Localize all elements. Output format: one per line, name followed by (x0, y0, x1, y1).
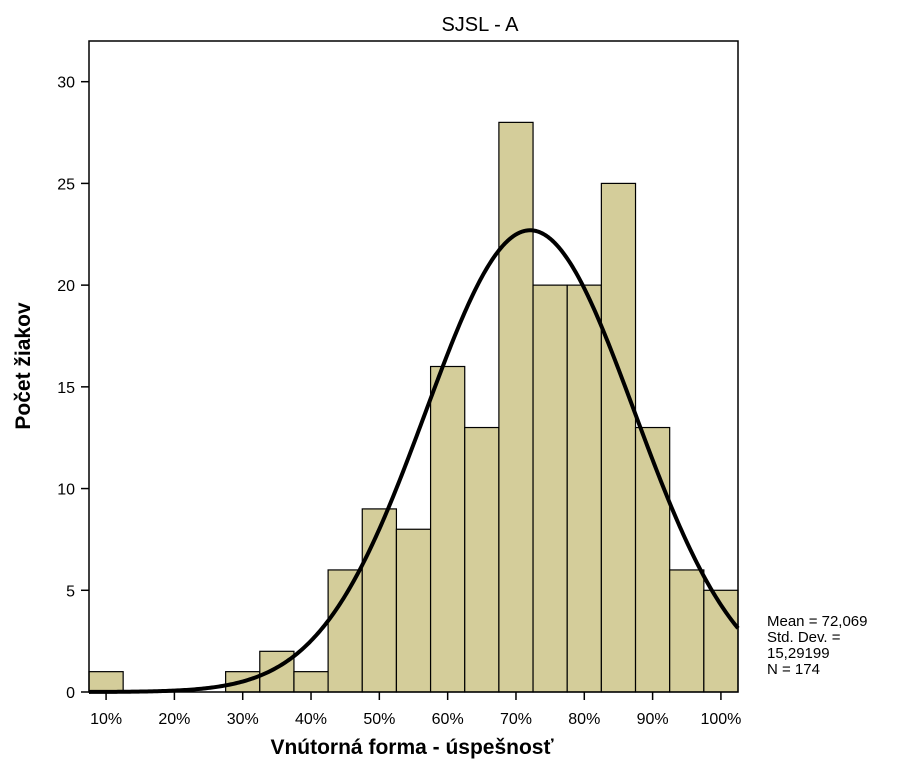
stats-sd-label: Std. Dev. = (767, 629, 841, 646)
histogram-bar (464, 426, 500, 693)
histogram-bar (395, 528, 432, 693)
statistics-legend: Mean = 72,069 Std. Dev. = 15,29199 N = 1… (767, 614, 868, 678)
stats-n: N = 174 (767, 661, 820, 678)
histogram-bars (88, 121, 739, 693)
stats-sd-value: 15,29199 (767, 645, 830, 662)
y-tick-label: 0 (66, 685, 75, 702)
normal-curve (88, 228, 740, 694)
chart-title: SJSL - A (441, 14, 519, 36)
stats-mean: Mean = 72,069 (767, 613, 868, 630)
x-tick-label: 70% (500, 711, 532, 728)
y-tick-label: 10 (57, 482, 75, 499)
histogram-bar (600, 182, 637, 693)
histogram-bar (532, 284, 568, 693)
x-tick-label: 90% (637, 711, 669, 728)
x-axis: 10% 20% 30% 40% 50% 60% 70% 80% 90% 100% (90, 692, 741, 728)
y-axis-label: Počet žiakov (12, 302, 35, 430)
normal-curve-layer (88, 228, 740, 694)
x-tick-label: 100% (700, 711, 741, 728)
histogram-bar (566, 284, 602, 693)
histogram-bar (361, 508, 398, 693)
x-tick-label: 10% (90, 711, 122, 728)
x-axis-label: Vnútorná forma - úspešnosť (270, 736, 554, 759)
x-tick-label: 20% (158, 711, 190, 728)
histogram-bar (327, 569, 363, 693)
y-tick-label: 5 (66, 583, 75, 600)
histogram-bar (669, 569, 705, 693)
y-tick-label: 30 (57, 75, 75, 92)
x-tick-label: 50% (363, 711, 395, 728)
histogram-bar (88, 671, 124, 693)
x-tick-label: 30% (227, 711, 259, 728)
x-tick-label: 40% (295, 711, 327, 728)
y-tick-label: 15 (57, 380, 75, 397)
x-tick-label: 60% (432, 711, 464, 728)
y-tick-label: 25 (57, 176, 75, 193)
histogram-bar (429, 365, 466, 693)
plot-frame (88, 40, 739, 693)
histogram-bar (293, 671, 329, 693)
x-tick-label: 80% (568, 711, 600, 728)
y-axis: 0 5 10 15 20 25 30 (57, 75, 89, 702)
y-tick-label: 20 (57, 278, 75, 295)
histogram-bar (498, 121, 534, 693)
histogram-bar (634, 426, 671, 693)
